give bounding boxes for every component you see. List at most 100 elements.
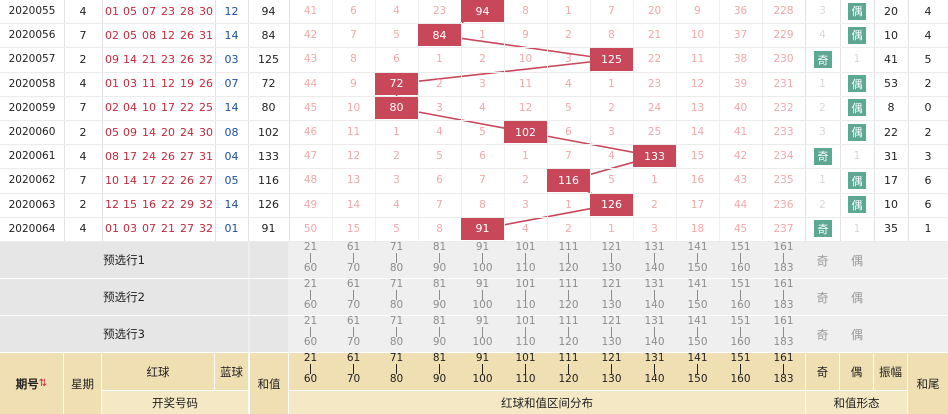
preselect-range-option[interactable]: 141 150 [678, 316, 718, 348]
sum-range-hit[interactable]: 84 [418, 24, 461, 47]
range-divider [525, 327, 526, 337]
row-divider [0, 216, 948, 218]
range-divider [611, 253, 612, 263]
amplitude: 10 [884, 198, 898, 212]
preselect-even-option[interactable]: 偶 [850, 327, 863, 342]
preselect-range-option[interactable]: 161 183 [764, 316, 804, 348]
preselect-range-option[interactable]: 121 130 [592, 279, 632, 311]
preselect-range-option[interactable]: 141 150 [678, 242, 718, 274]
preselect-even-option[interactable]: 偶 [850, 253, 863, 268]
odd-omission: 4 [819, 29, 826, 42]
preselect-range-option[interactable]: 151 160 [721, 279, 761, 311]
preselect-range-option[interactable]: 121 130 [592, 242, 632, 274]
preselect-odd-option[interactable]: 奇 [816, 327, 829, 342]
preselect-range-option[interactable]: 71 80 [377, 279, 417, 311]
preselect-range-option[interactable]: 91 100 [463, 242, 503, 274]
preselect-range-option[interactable]: 81 90 [420, 316, 460, 348]
preselect-range-option[interactable]: 61 70 [334, 316, 374, 348]
preselect-range-option[interactable]: 71 80 [377, 242, 417, 274]
omission-count: 232 [773, 101, 794, 114]
preselect-row-label[interactable]: 预选行1 [103, 253, 145, 267]
row-divider [0, 192, 948, 194]
omission-count: 15 [690, 150, 705, 163]
preselect-range-option[interactable]: 141 150 [678, 279, 718, 311]
preselect-row-label[interactable]: 预选行2 [103, 290, 145, 304]
red-ball-number: 05 [105, 125, 119, 139]
grid-line-vertical [840, 0, 841, 242]
sum-range-hit[interactable]: 116 [547, 169, 590, 192]
sum-range-hit[interactable]: 94 [461, 0, 504, 23]
omission-count: 1 [436, 53, 443, 66]
range-high: 130 [601, 262, 622, 274]
red-ball-number: 26 [161, 149, 175, 163]
range-divider [310, 364, 311, 374]
preselect-range-option[interactable]: 101 110 [506, 242, 546, 274]
preselect-odd-option[interactable]: 奇 [816, 253, 829, 268]
range-low: 111 [558, 315, 579, 327]
range-divider [654, 364, 655, 374]
preselect-range-option[interactable]: 151 160 [721, 242, 761, 274]
omission-count: 38 [733, 53, 748, 66]
preselect-range-option[interactable]: 21 60 [291, 242, 331, 274]
preselect-range-option[interactable]: 21 60 [291, 279, 331, 311]
header-range: 61 70 [334, 353, 374, 385]
header-issue[interactable]: 期号 ⇅ [0, 353, 63, 414]
sum-range-hit[interactable]: 91 [461, 217, 504, 240]
preselect-range-option[interactable]: 71 80 [377, 316, 417, 348]
preselect-even-option[interactable]: 偶 [850, 290, 863, 305]
preselect-range-option[interactable]: 91 100 [463, 316, 503, 348]
preselect-range-option[interactable]: 111 120 [549, 242, 589, 274]
weekday: 2 [79, 52, 87, 66]
preselect-range-option[interactable]: 151 160 [721, 316, 761, 348]
even-tag: 偶 [848, 26, 866, 44]
preselect-row-label[interactable]: 预选行3 [103, 327, 145, 341]
red-ball-number: 29 [180, 198, 194, 212]
preselect-range-option[interactable]: 131 140 [635, 242, 675, 274]
omission-count: 9 [694, 5, 701, 18]
preselect-odd-option[interactable]: 奇 [816, 290, 829, 305]
preselect-range-option[interactable]: 161 183 [764, 242, 804, 274]
preselect-range-option[interactable]: 101 110 [506, 279, 546, 311]
preselect-range-option[interactable]: 131 140 [635, 316, 675, 348]
sum-range-hit[interactable]: 72 [375, 72, 418, 95]
preselect-range-option[interactable]: 61 70 [334, 242, 374, 274]
preselect-range-option[interactable]: 161 183 [764, 279, 804, 311]
sort-arrows-icon[interactable]: ⇅ [38, 378, 48, 389]
preselect-range-option[interactable]: 101 110 [506, 316, 546, 348]
omission-count: 10 [518, 53, 533, 66]
sum-range-hit[interactable]: 125 [590, 48, 633, 71]
sum-tail: 4 [924, 28, 932, 42]
preselect-range-option[interactable]: 111 120 [549, 316, 589, 348]
preselect-range-option[interactable]: 81 90 [420, 242, 460, 274]
preselect-range-option[interactable]: 121 130 [592, 316, 632, 348]
sum-range-hit[interactable]: 102 [504, 121, 547, 144]
sum-range-hit[interactable]: 126 [590, 193, 633, 216]
range-low: 161 [773, 315, 794, 327]
range-high: 130 [601, 336, 622, 348]
preselect-range-option[interactable]: 81 90 [420, 279, 460, 311]
sum-tail: 6 [924, 198, 932, 212]
sum-range-hit[interactable]: 80 [375, 96, 418, 119]
range-divider [525, 253, 526, 263]
preselect-range-option[interactable]: 21 60 [291, 316, 331, 348]
odd-tag: 奇 [814, 51, 832, 68]
red-ball-number: 20 [161, 125, 175, 139]
row-divider [0, 23, 948, 25]
red-ball-number: 02 [105, 28, 119, 42]
preselect-range-option[interactable]: 61 70 [334, 279, 374, 311]
sum-range-hit[interactable]: 133 [633, 145, 676, 168]
blue-ball-number: 12 [224, 4, 239, 18]
omission-count: 44 [303, 77, 318, 90]
preselect-range-option[interactable]: 131 140 [635, 279, 675, 311]
range-divider [740, 364, 741, 374]
preselect-label-cell [0, 242, 248, 278]
blue-ball-number: 05 [224, 173, 239, 187]
range-divider [783, 290, 784, 300]
preselect-range-option[interactable]: 91 100 [463, 279, 503, 311]
header-distribution-title: 红球和值区间分布 [289, 391, 805, 414]
range-divider [525, 364, 526, 374]
omission-count: 3 [565, 53, 572, 66]
preselect-range-option[interactable]: 111 120 [549, 279, 589, 311]
range-divider [439, 327, 440, 337]
